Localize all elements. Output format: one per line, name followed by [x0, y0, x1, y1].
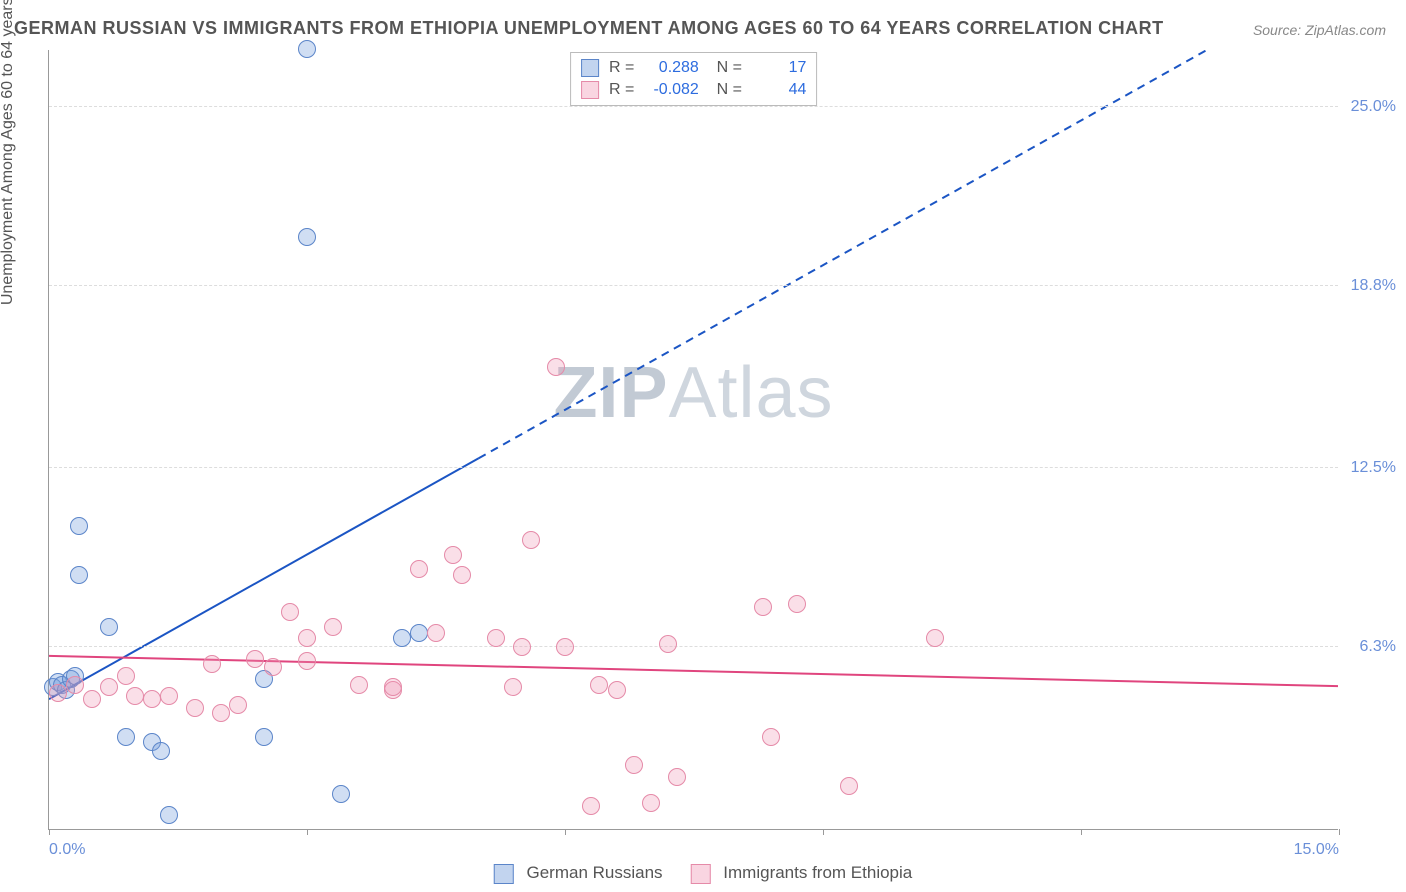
scatter-point: [410, 560, 428, 578]
y-tick-label: 12.5%: [1351, 459, 1396, 477]
stats-n-label: N =: [717, 81, 742, 98]
x-tick: [307, 829, 308, 835]
scatter-point: [444, 546, 462, 564]
stats-n-value-1: 17: [746, 57, 806, 79]
stats-r-label: R =: [609, 81, 634, 98]
swatch-blue-icon: [581, 59, 599, 77]
watermark-light: Atlas: [668, 353, 833, 433]
scatter-point: [143, 690, 161, 708]
stats-n-value-2: 44: [746, 79, 806, 101]
x-tick: [49, 829, 50, 835]
scatter-point: [117, 667, 135, 685]
scatter-point: [410, 624, 428, 642]
scatter-point: [203, 655, 221, 673]
scatter-point: [582, 797, 600, 815]
scatter-point: [186, 699, 204, 717]
x-tick: [565, 829, 566, 835]
scatter-point: [384, 678, 402, 696]
scatter-point: [324, 618, 342, 636]
plot-area: ZIPAtlas R = 0.288 N = 17 R = -0.082 N =…: [48, 50, 1338, 830]
gridline-h: [49, 285, 1338, 286]
x-tick: [823, 829, 824, 835]
scatter-point: [152, 742, 170, 760]
gridline-h: [49, 467, 1338, 468]
gridline-h: [49, 646, 1338, 647]
stats-r-value-1: 0.288: [639, 57, 699, 79]
y-axis-label: Unemployment Among Ages 60 to 64 years: [0, 0, 17, 305]
swatch-blue-icon: [494, 864, 514, 884]
scatter-point: [840, 777, 858, 795]
scatter-point: [255, 728, 273, 746]
scatter-point: [487, 629, 505, 647]
scatter-point: [66, 676, 84, 694]
scatter-point: [547, 358, 565, 376]
scatter-point: [160, 806, 178, 824]
watermark-bold: ZIP: [553, 353, 668, 433]
scatter-point: [246, 650, 264, 668]
gridline-h: [49, 106, 1338, 107]
scatter-point: [298, 40, 316, 58]
swatch-pink-icon: [691, 864, 711, 884]
y-tick-label: 6.3%: [1360, 638, 1396, 656]
chart-container: GERMAN RUSSIAN VS IMMIGRANTS FROM ETHIOP…: [0, 0, 1406, 892]
legend-label-2: Immigrants from Ethiopia: [723, 863, 912, 882]
scatter-point: [556, 638, 574, 656]
scatter-point: [625, 756, 643, 774]
scatter-point: [453, 566, 471, 584]
stats-r-value-2: -0.082: [639, 79, 699, 101]
scatter-point: [427, 624, 445, 642]
scatter-point: [281, 603, 299, 621]
legend-item-1: German Russians: [494, 863, 663, 884]
scatter-point: [608, 681, 626, 699]
stats-row-2: R = -0.082 N = 44: [581, 79, 807, 101]
scatter-point: [298, 629, 316, 647]
chart-title: GERMAN RUSSIAN VS IMMIGRANTS FROM ETHIOP…: [14, 18, 1164, 39]
scatter-point: [126, 687, 144, 705]
scatter-point: [100, 678, 118, 696]
scatter-point: [642, 794, 660, 812]
scatter-point: [117, 728, 135, 746]
scatter-point: [332, 785, 350, 803]
bottom-legend: German Russians Immigrants from Ethiopia: [494, 863, 912, 884]
scatter-point: [70, 566, 88, 584]
x-tick-label: 15.0%: [1294, 841, 1339, 859]
y-tick-label: 25.0%: [1351, 98, 1396, 116]
x-tick: [1081, 829, 1082, 835]
scatter-point: [754, 598, 772, 616]
scatter-point: [264, 658, 282, 676]
source-attribution: Source: ZipAtlas.com: [1253, 22, 1386, 38]
stats-n-label: N =: [717, 59, 742, 76]
x-tick-label: 0.0%: [49, 841, 85, 859]
x-tick: [1339, 829, 1340, 835]
stats-row-1: R = 0.288 N = 17: [581, 57, 807, 79]
y-tick-label: 18.8%: [1351, 277, 1396, 295]
stats-r-label: R =: [609, 59, 634, 76]
scatter-point: [229, 696, 247, 714]
scatter-point: [522, 531, 540, 549]
scatter-point: [393, 629, 411, 647]
scatter-point: [298, 228, 316, 246]
scatter-point: [762, 728, 780, 746]
scatter-point: [659, 635, 677, 653]
scatter-point: [83, 690, 101, 708]
scatter-point: [926, 629, 944, 647]
scatter-point: [513, 638, 531, 656]
scatter-point: [788, 595, 806, 613]
scatter-point: [160, 687, 178, 705]
scatter-point: [298, 652, 316, 670]
scatter-point: [100, 618, 118, 636]
scatter-point: [590, 676, 608, 694]
scatter-point: [70, 517, 88, 535]
legend-label-1: German Russians: [526, 863, 662, 882]
scatter-point: [212, 704, 230, 722]
stats-box: R = 0.288 N = 17 R = -0.082 N = 44: [570, 52, 818, 106]
scatter-point: [49, 684, 67, 702]
scatter-point: [350, 676, 368, 694]
scatter-point: [504, 678, 522, 696]
watermark: ZIPAtlas: [553, 352, 833, 434]
legend-item-2: Immigrants from Ethiopia: [691, 863, 913, 884]
swatch-pink-icon: [581, 81, 599, 99]
scatter-point: [668, 768, 686, 786]
